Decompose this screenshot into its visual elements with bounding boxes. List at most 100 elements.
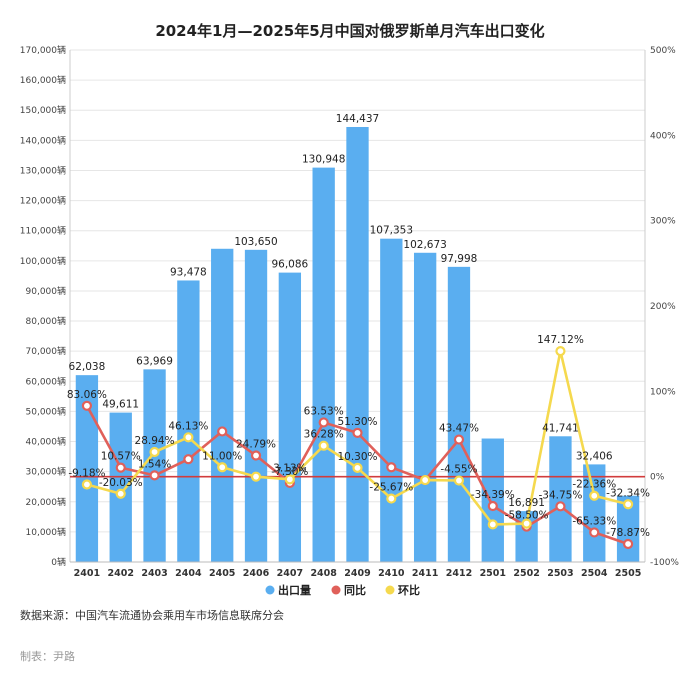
- bar-value-label: 32,406: [576, 450, 613, 462]
- legend-label: 同比: [344, 583, 366, 597]
- right-tick-label: 200%: [650, 302, 676, 312]
- line-point: [622, 538, 634, 550]
- chart-title: 2024年1月—2025年5月中国对俄罗斯单月汽车出口变化: [155, 22, 544, 40]
- x-tick-label: 2407: [277, 568, 303, 579]
- percent-label: 10.30%: [337, 451, 377, 463]
- percent-label: 46.13%: [168, 420, 208, 432]
- bar: [75, 375, 99, 562]
- left-tick-label: 100,000辆: [20, 255, 66, 267]
- credit-note: 制表：尹路: [20, 649, 75, 663]
- bar: [413, 252, 437, 563]
- bar-value-label: 107,353: [370, 225, 413, 237]
- x-tick-label: 2505: [615, 568, 641, 579]
- line-point: [217, 462, 228, 473]
- x-tick-label: 2405: [209, 568, 235, 579]
- line-point: [115, 462, 126, 473]
- percent-label: 1.54%: [138, 458, 171, 470]
- percent-label: 147.12%: [537, 334, 584, 346]
- line-point: [521, 518, 532, 529]
- bar-value-label: 62,038: [69, 361, 106, 373]
- legend-label: 出口量: [278, 583, 311, 597]
- bar: [346, 126, 369, 562]
- line-point: [453, 475, 465, 486]
- bar-value-label: 49,611: [102, 399, 139, 411]
- percent-label: -78.87%: [606, 527, 650, 539]
- percent-label: 43.47%: [439, 423, 479, 435]
- right-tick-label: 100%: [650, 387, 676, 397]
- x-tick-label: 2403: [141, 568, 167, 579]
- bar: [481, 438, 504, 562]
- left-tick-label: 90,000辆: [26, 285, 67, 297]
- left-tick-label: 150,000辆: [20, 104, 66, 116]
- legend-marker: [385, 585, 395, 595]
- percent-label: 36.28%: [304, 429, 344, 441]
- x-tick-label: 2504: [581, 568, 608, 579]
- left-tick-label: 120,000辆: [20, 195, 66, 207]
- line-point: [352, 427, 363, 438]
- line-point: [250, 450, 262, 461]
- line-point: [487, 500, 498, 512]
- x-tick-label: 2404: [175, 568, 202, 579]
- percent-label: -25.67%: [369, 482, 413, 494]
- line-point: [622, 499, 634, 510]
- bar-value-label: 103,650: [234, 236, 277, 248]
- bar-value-label: 97,998: [441, 253, 478, 265]
- line-point: [555, 501, 566, 512]
- left-tick-label: 160,000辆: [20, 74, 66, 86]
- bar-value-label: 130,948: [302, 154, 345, 166]
- left-tick-label: 20,000辆: [26, 496, 67, 508]
- left-tick-label: 110,000辆: [20, 225, 66, 237]
- bar: [447, 266, 471, 562]
- bar: [312, 167, 335, 563]
- x-tick-label: 2402: [108, 568, 134, 579]
- percent-label: -9.18%: [68, 468, 105, 480]
- left-tick-label: 70,000辆: [26, 345, 67, 357]
- line-point: [284, 474, 295, 485]
- line-point: [352, 462, 363, 473]
- line-point: [589, 490, 600, 501]
- bar: [177, 280, 200, 562]
- percent-label: 83.06%: [67, 389, 107, 401]
- bar-value-label: 41,741: [542, 422, 579, 434]
- percent-label: 3.13%: [273, 462, 306, 474]
- bar: [380, 238, 403, 562]
- bar: [549, 436, 572, 562]
- line-point: [318, 417, 329, 428]
- percent-label: -4.55%: [440, 464, 477, 476]
- legend-label: 环比: [398, 583, 420, 597]
- percent-label: -34.75%: [539, 489, 583, 501]
- percent-label: -34.39%: [471, 489, 515, 501]
- bar: [109, 412, 132, 562]
- left-tick-label: 60,000辆: [26, 375, 67, 387]
- line-point: [149, 446, 160, 458]
- percent-label: 11.00%: [202, 450, 242, 462]
- x-tick-label: 2410: [378, 568, 405, 579]
- line-point: [453, 434, 465, 445]
- line-point: [81, 479, 93, 490]
- line-point: [183, 454, 194, 465]
- percent-label: 24.79%: [236, 439, 276, 451]
- percent-label: -22.36%: [572, 479, 616, 491]
- left-tick-label: 10,000辆: [26, 526, 67, 538]
- left-tick-label: 80,000辆: [26, 315, 67, 327]
- percent-label: -58.50%: [505, 510, 549, 522]
- bar-value-label: 144,437: [336, 113, 379, 125]
- percent-label: 10.57%: [101, 451, 141, 463]
- x-tick-label: 2411: [412, 568, 438, 579]
- bar-value-label: 96,086: [271, 259, 308, 271]
- bar-value-label: 93,478: [170, 266, 207, 278]
- line-point: [115, 488, 126, 499]
- right-tick-label: 500%: [650, 46, 676, 56]
- right-tick-label: 400%: [650, 131, 676, 141]
- x-tick-label: 2502: [513, 568, 539, 579]
- percent-label: -65.33%: [572, 515, 616, 527]
- bar-value-label: 102,673: [403, 239, 446, 251]
- line-point: [386, 493, 397, 504]
- x-tick-label: 2412: [446, 568, 472, 579]
- right-tick-label: 300%: [650, 217, 676, 227]
- left-tick-label: 30,000辆: [26, 466, 67, 478]
- line-point: [487, 519, 498, 530]
- percent-label: -20.03%: [99, 477, 143, 489]
- percent-label: 63.53%: [304, 405, 344, 417]
- source-note: 数据来源：中国汽车流通协会乘用车市场信息联席分会: [20, 608, 284, 622]
